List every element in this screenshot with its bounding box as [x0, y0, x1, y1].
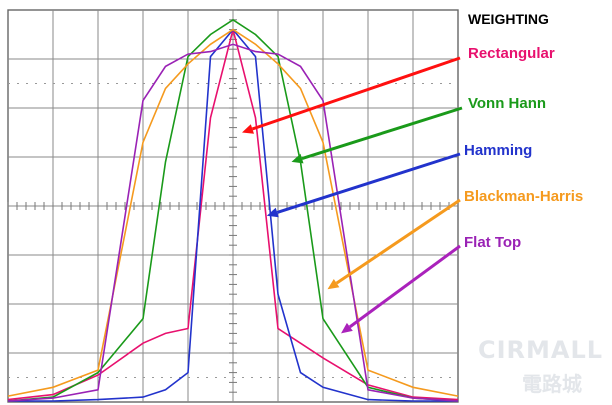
- chart-series: [7, 18, 459, 402]
- arrow-blackman-harris: [335, 198, 461, 285]
- legend-item-hamming: Hamming: [464, 142, 533, 159]
- arrow-hamming-head: [266, 207, 279, 218]
- arrow-blackman-harris-head: [327, 279, 340, 290]
- series-line-flat-top: [7, 43, 459, 402]
- legend-item-rectangular: Rectangular: [468, 45, 555, 62]
- arrow-rectangular-head: [242, 124, 254, 134]
- watermark-brand: CIRMALL: [478, 336, 604, 364]
- legend-item-blackman-harris: Blackman-Harris: [464, 188, 584, 205]
- chart-title: WEIGHTING: [468, 11, 549, 27]
- arrow-hamming: [276, 152, 461, 214]
- arrow-vonn-hann-head: [291, 153, 304, 164]
- arrow-flat-top: [348, 244, 461, 329]
- chart-arrows: [242, 56, 463, 334]
- legend-item-flat-top: Flat Top: [464, 234, 522, 251]
- arrow-rectangular: [251, 56, 461, 131]
- series-line-vonn-hann: [7, 18, 459, 402]
- arrow-flat-top-head: [341, 322, 353, 334]
- chart-grid: [7, 9, 459, 403]
- watermark-cn: 電路城: [522, 372, 582, 396]
- legend-item-vonn-hann: Vonn Hann: [468, 95, 547, 112]
- arrow-vonn-hann: [301, 106, 463, 161]
